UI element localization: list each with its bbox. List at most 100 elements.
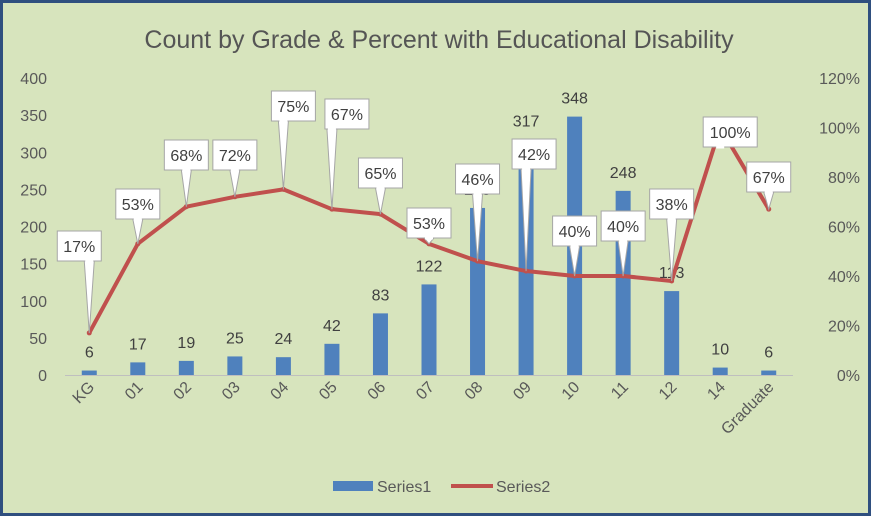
callout-box: [511, 138, 557, 170]
callout-box: [212, 139, 258, 171]
line-data-callouts: 17% 53% 68% 72% 75% 67% 65% 53% 46% 42% 40% 40% 38% 1…: [56, 90, 792, 333]
legend-label-series1: Series1: [377, 479, 431, 496]
y-right-tick-label: 40%: [828, 269, 860, 286]
bar: [178, 360, 194, 375]
callout-box: [455, 163, 501, 195]
bar-value-label: 10: [711, 342, 729, 359]
y-left-tick-label: 300: [20, 145, 47, 162]
bar: [421, 284, 437, 375]
line-value-label: 40%: [559, 224, 591, 241]
callout-seam: [230, 168, 239, 172]
x-tick-label: KG: [70, 379, 98, 407]
callout-seam: [279, 119, 288, 123]
legend: Series1 Series2: [333, 479, 550, 496]
bar-value-label: 42: [323, 318, 341, 335]
bar-value-label: 6: [764, 345, 773, 362]
callout-seam: [85, 259, 94, 263]
x-tick-label: 07: [413, 379, 438, 404]
y-left-tick-label: 150: [20, 257, 47, 274]
line-value-label: 40%: [607, 219, 639, 236]
line-value-label: 72%: [219, 148, 251, 165]
bar: [227, 356, 243, 375]
y-left-tick-label: 400: [20, 71, 47, 88]
callout-seam: [522, 167, 531, 171]
bar: [761, 370, 777, 375]
callout-box: [406, 207, 452, 239]
line-value-label: 46%: [462, 172, 494, 189]
callout-seam: [425, 236, 433, 240]
legend-swatch-series1: [333, 481, 373, 491]
bar-value-label: 6: [85, 345, 94, 362]
bar: [130, 362, 146, 375]
bar-value-label: 24: [275, 331, 293, 348]
line-value-label: 53%: [122, 197, 154, 214]
y-left-tick-label: 0: [38, 368, 47, 385]
line-value-label: 17%: [63, 239, 95, 256]
callout-box: [56, 230, 102, 262]
y-left-tick-label: 350: [20, 108, 47, 125]
x-tick-label: 01: [122, 379, 147, 404]
x-tick-label: 04: [268, 379, 293, 404]
y-left-tick-label: 50: [29, 331, 47, 348]
callout-box: [324, 98, 370, 130]
bar: [81, 370, 97, 375]
y-left-tick-label: 250: [20, 182, 47, 199]
x-tick-label: 05: [316, 379, 341, 404]
y-right-tick-label: 60%: [828, 220, 860, 237]
line-value-label: 100%: [710, 125, 751, 142]
bar-value-label: 248: [610, 165, 637, 182]
callout-pointer: [180, 169, 192, 207]
bar: [372, 313, 388, 375]
callout-pointer: [277, 120, 289, 190]
line-value-label: 67%: [331, 107, 363, 124]
callout-pointer: [229, 169, 241, 197]
y-left-tick-label: 200: [20, 220, 47, 237]
bar-value-label: 17: [129, 336, 147, 353]
y-right-tick-label: 20%: [828, 319, 860, 336]
callout-box: [649, 188, 695, 220]
callout-seam: [570, 244, 579, 248]
callout-seam: [473, 192, 482, 196]
line-value-label: 67%: [753, 170, 785, 187]
combo-chart: Count by Grade & Percent with Educationa…: [20, 26, 860, 496]
bar-value-label: 25: [226, 330, 244, 347]
line-value-label: 38%: [656, 197, 688, 214]
x-tick-label: 08: [462, 379, 487, 404]
bar-value-label: 83: [372, 287, 390, 304]
y-right-tick-label: 120%: [819, 71, 860, 88]
callout-seam: [764, 190, 773, 194]
callout-seam: [619, 239, 628, 243]
x-tick-label: 14: [704, 379, 729, 404]
bar: [470, 207, 486, 375]
bar: [275, 357, 291, 375]
x-tick-label: 09: [510, 379, 535, 404]
callout-box: [600, 210, 646, 242]
callout-pointer: [326, 128, 338, 210]
x-tick-label: Graduate: [718, 379, 777, 438]
bar-value-label: 122: [416, 258, 443, 275]
callout-seam: [133, 217, 142, 221]
callout-seam: [716, 145, 725, 149]
legend-label-series2: Series2: [496, 479, 550, 496]
line-value-label: 53%: [413, 216, 445, 233]
line-value-label: 65%: [364, 166, 396, 183]
bar: [324, 343, 340, 375]
y-left-tick-label: 100: [20, 294, 47, 311]
callout-seam: [182, 168, 191, 172]
x-tick-label: 03: [219, 379, 244, 404]
chart-title: Count by Grade & Percent with Educationa…: [144, 26, 734, 54]
line-value-label: 75%: [277, 99, 309, 116]
bar: [664, 291, 680, 375]
callout-box: [552, 215, 598, 247]
y-right-tick-label: 0%: [837, 368, 860, 385]
bar-value-label: 19: [177, 335, 195, 352]
bar-value-label: 348: [561, 91, 588, 108]
callout-box: [163, 139, 209, 171]
callout-pointer: [83, 260, 95, 333]
callout-box: [746, 161, 792, 193]
x-tick-label: 02: [171, 379, 196, 404]
x-tick-label: 12: [656, 379, 681, 404]
callout-box: [702, 116, 758, 148]
x-tick-label: 10: [559, 379, 584, 404]
